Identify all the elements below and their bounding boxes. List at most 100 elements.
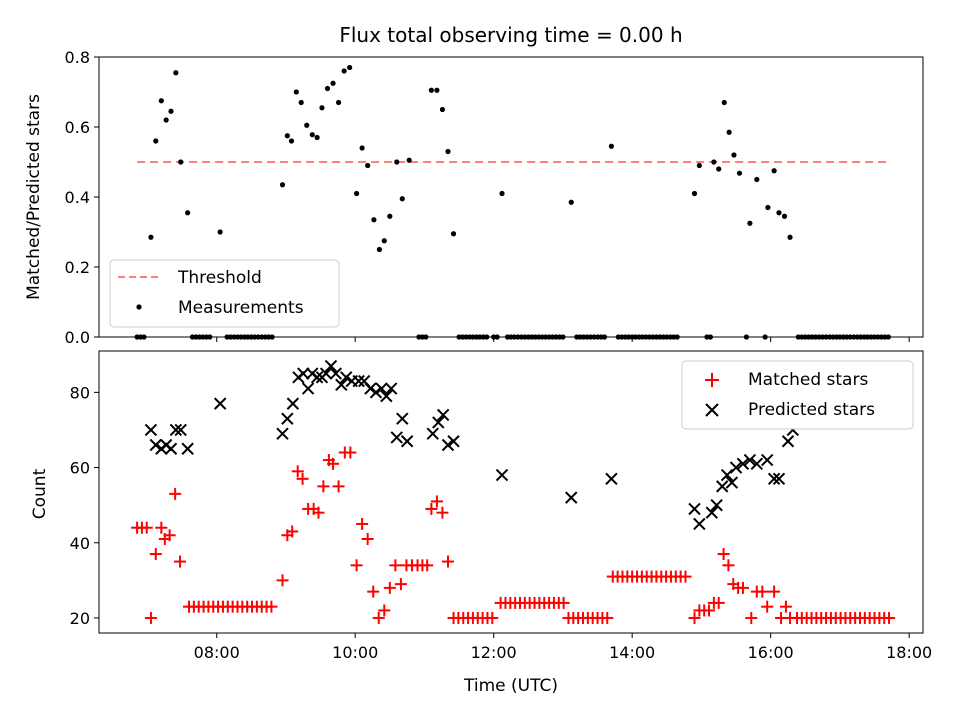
x-stroke-b [743, 453, 757, 467]
predicted-star-point [720, 468, 734, 482]
matched-star-point [174, 555, 187, 568]
top-y-tick-label: 0.4 [65, 188, 90, 207]
x-stroke-b [310, 371, 324, 384]
measurement-point [691, 190, 698, 197]
x-stroke-b [729, 461, 743, 474]
predicted-star-point [181, 442, 194, 455]
x-tick-label: 10:00 [332, 643, 378, 662]
measurement-point [298, 99, 304, 106]
measurement-point [217, 229, 223, 235]
x-stroke-b [339, 371, 353, 384]
matched-star-point [332, 480, 345, 493]
measurement-point [387, 213, 393, 219]
x-tick-label: 16:00 [748, 643, 794, 662]
x-stroke-b [720, 468, 734, 482]
x-axis-label: Time (UTC) [463, 676, 558, 696]
predicted-star-point [352, 374, 365, 388]
predicted-star-point [400, 435, 414, 448]
measurement-point [716, 166, 722, 172]
x-stroke-b [149, 438, 162, 452]
measurement-point [168, 108, 174, 114]
measurement-point [365, 162, 371, 169]
measurement-point [776, 210, 782, 216]
measurement-point [696, 162, 702, 169]
flux-ratio-panel: Flux total observing time = 0.00 h Match… [24, 23, 924, 347]
matched-star-point [378, 604, 391, 617]
matched-star-point [441, 555, 454, 568]
x-tick-label: 18:00 [886, 643, 932, 662]
matched-star-point [712, 596, 725, 609]
measurement-point [314, 134, 320, 141]
legend-predicted-swatch [705, 403, 719, 417]
predicted-star-point [396, 412, 409, 425]
measurement-point [399, 196, 405, 202]
matched-star-point [717, 548, 730, 561]
x-stroke-b [364, 382, 377, 395]
predicted-star-point [760, 453, 774, 467]
predicted-star-point [301, 382, 315, 395]
predicted-star-point [276, 427, 289, 440]
matched-star-point [149, 548, 162, 561]
x-stroke-b [286, 397, 300, 410]
x-stroke-b [705, 506, 719, 519]
measurement-point [293, 89, 299, 95]
x-stroke-b [725, 476, 739, 489]
measurement-point [341, 68, 347, 74]
legend-measurements-swatch [136, 304, 142, 310]
measurement-point [747, 220, 753, 226]
matched-star-point [344, 446, 357, 459]
x-stroke-b [710, 498, 723, 512]
x-stroke-b [144, 423, 158, 437]
x-tick-label: 12:00 [471, 643, 517, 662]
matched-star-point [367, 585, 380, 598]
predicted-star-point [447, 435, 460, 448]
measurement-point [445, 148, 451, 155]
predicted-star-point [324, 359, 338, 373]
matched-star-point [265, 600, 278, 613]
x-stroke-b [436, 408, 450, 422]
matched-star-point [350, 559, 363, 572]
predicted-star-point [736, 457, 750, 471]
predicted-star-point [329, 367, 343, 380]
x-stroke-b [385, 382, 398, 395]
x-stroke-b [605, 472, 618, 486]
matched-star-point [144, 611, 157, 624]
x-stroke-b [495, 468, 509, 482]
matched-star-point [703, 604, 716, 617]
x-stroke-b [375, 382, 388, 395]
legend-matched-swatch [705, 373, 719, 387]
x-stroke-b [426, 427, 439, 440]
legend-predicted-label: Predicted stars [748, 400, 875, 420]
x-stroke-b [760, 453, 774, 467]
matched-star-point [761, 600, 774, 613]
measurement-point [781, 213, 788, 219]
measurement-point [185, 210, 191, 216]
measurement-point [754, 176, 760, 183]
measurement-point [434, 87, 440, 93]
matched-star-point [436, 506, 449, 519]
measurement-point [608, 143, 615, 149]
x-stroke-b [715, 480, 729, 493]
top-legend: Threshold Measurements [109, 259, 340, 328]
predicted-star-point [319, 367, 333, 380]
chart-title: Flux total observing time = 0.00 h [339, 23, 682, 47]
predicted-star-point [725, 476, 739, 489]
measurement-point [765, 204, 771, 211]
measurement-point [335, 99, 342, 106]
measurement-point [406, 157, 412, 163]
measurement-point [158, 98, 164, 104]
x-stroke-b [276, 427, 289, 440]
measurement-point [771, 168, 777, 174]
bottom-axes-frame [98, 350, 924, 634]
legend-measurements-label: Measurements [178, 298, 304, 318]
matched-star-point [756, 585, 769, 598]
legend-threshold-label: Threshold [177, 268, 262, 288]
x-stroke-b [329, 367, 343, 380]
predicted-star-point [390, 431, 403, 444]
x-stroke-b [281, 412, 294, 425]
measurement-point [376, 246, 383, 253]
measurement-point [153, 138, 159, 144]
measurement-point [568, 199, 574, 205]
measurement-point [381, 238, 387, 244]
matched-star-point [169, 487, 182, 500]
